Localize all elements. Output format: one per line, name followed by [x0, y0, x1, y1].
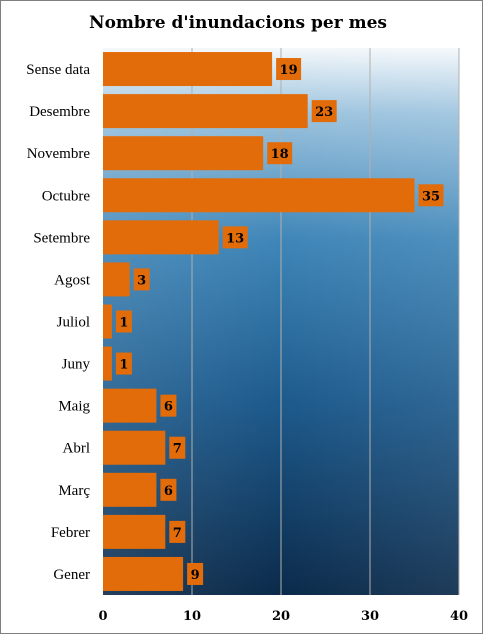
chart-title: Nombre d'inundacions per mes: [89, 13, 387, 33]
data-label: 13: [226, 231, 244, 246]
x-tick-label: 10: [183, 609, 201, 624]
x-tick-label: 0: [98, 609, 107, 624]
data-label-box: [187, 562, 204, 585]
data-label-box: [222, 226, 248, 249]
category-label: Juliol: [57, 315, 90, 331]
bar: [103, 472, 157, 507]
category-label: Octubre: [42, 188, 91, 204]
data-label-box: [267, 142, 293, 165]
category-label: Gener: [53, 567, 90, 583]
category-label: Maig: [58, 399, 90, 415]
bar: [103, 304, 112, 339]
bar: [103, 556, 184, 591]
data-label: 7: [173, 442, 182, 457]
x-axis-tick-labels: 0 10 20 30 40: [98, 609, 468, 624]
data-label-box: [115, 352, 132, 375]
category-label: Febrer: [51, 525, 90, 541]
data-label: 1: [119, 358, 128, 373]
data-label-box: [169, 436, 186, 459]
data-label: 6: [164, 400, 173, 415]
bar: [103, 430, 166, 465]
bar: [103, 136, 264, 171]
data-label-box: [160, 394, 177, 417]
data-label: 3: [137, 273, 146, 288]
data-label-box: [115, 310, 132, 333]
bar: [103, 94, 308, 129]
bars-group: [103, 52, 415, 591]
x-tick-label: 40: [450, 609, 468, 624]
data-label: 18: [271, 147, 289, 162]
bar: [103, 514, 166, 549]
bar: [103, 178, 415, 213]
data-label-box: [418, 184, 444, 207]
data-label-box: [133, 268, 150, 291]
category-label: Agost: [54, 272, 91, 288]
category-label: Sense data: [26, 62, 90, 78]
category-label: Abrl: [63, 441, 91, 457]
x-tick-label: 30: [361, 609, 379, 624]
data-label-box: [169, 520, 186, 543]
data-label: 19: [280, 63, 298, 78]
category-label: Juny: [62, 357, 91, 373]
bar: [103, 388, 157, 423]
data-label-box: [311, 100, 337, 123]
data-label: 7: [173, 526, 182, 541]
data-label-box: [160, 478, 177, 501]
category-labels: Sense data Desembre Novembre Octubre Setembr…: [26, 62, 91, 583]
bar: [103, 262, 130, 297]
bar: [103, 220, 219, 255]
data-label-box: [276, 58, 302, 81]
category-label: Novembre: [27, 146, 91, 162]
data-label: 9: [191, 568, 200, 583]
data-label: 23: [315, 105, 333, 120]
bar: [103, 346, 112, 381]
x-tick-label: 20: [272, 609, 290, 624]
bar: [103, 52, 273, 87]
category-label: Març: [58, 483, 90, 499]
data-label: 6: [164, 484, 173, 499]
category-label: Setembre: [33, 230, 90, 246]
category-label: Desembre: [29, 104, 90, 120]
data-labels: 19 23 18 35 13 3 1 1 6 7 6 7 9: [115, 58, 444, 585]
data-label: 1: [119, 316, 128, 331]
data-label: 35: [422, 189, 440, 204]
